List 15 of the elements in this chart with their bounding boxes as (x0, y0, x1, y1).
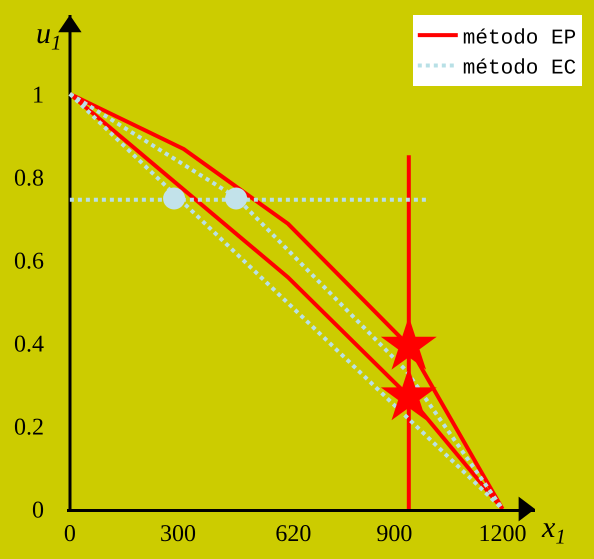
y-tick-label: 0.4 (14, 331, 44, 358)
x-tick-label: 0 (64, 520, 76, 547)
x-tick-label: 300 (160, 520, 196, 547)
legend-label: método EP (462, 27, 576, 50)
y-tick-label: 0.2 (14, 414, 44, 440)
y-tick-label: 0 (32, 497, 44, 524)
y-tick-label: 0.8 (14, 165, 44, 192)
x-tick-label: 620 (275, 520, 312, 547)
y-axis-title: u$_{1}$ (36, 17, 62, 54)
x-tick-label: 1200 (478, 520, 527, 547)
y-tick-label: 0.6 (14, 248, 44, 274)
x-tick-label: 900 (376, 520, 412, 547)
x-axis-title: x$_{1}$ (541, 511, 566, 548)
legend-label: método EC (462, 58, 576, 81)
y-tick-label: 1 (32, 82, 44, 108)
